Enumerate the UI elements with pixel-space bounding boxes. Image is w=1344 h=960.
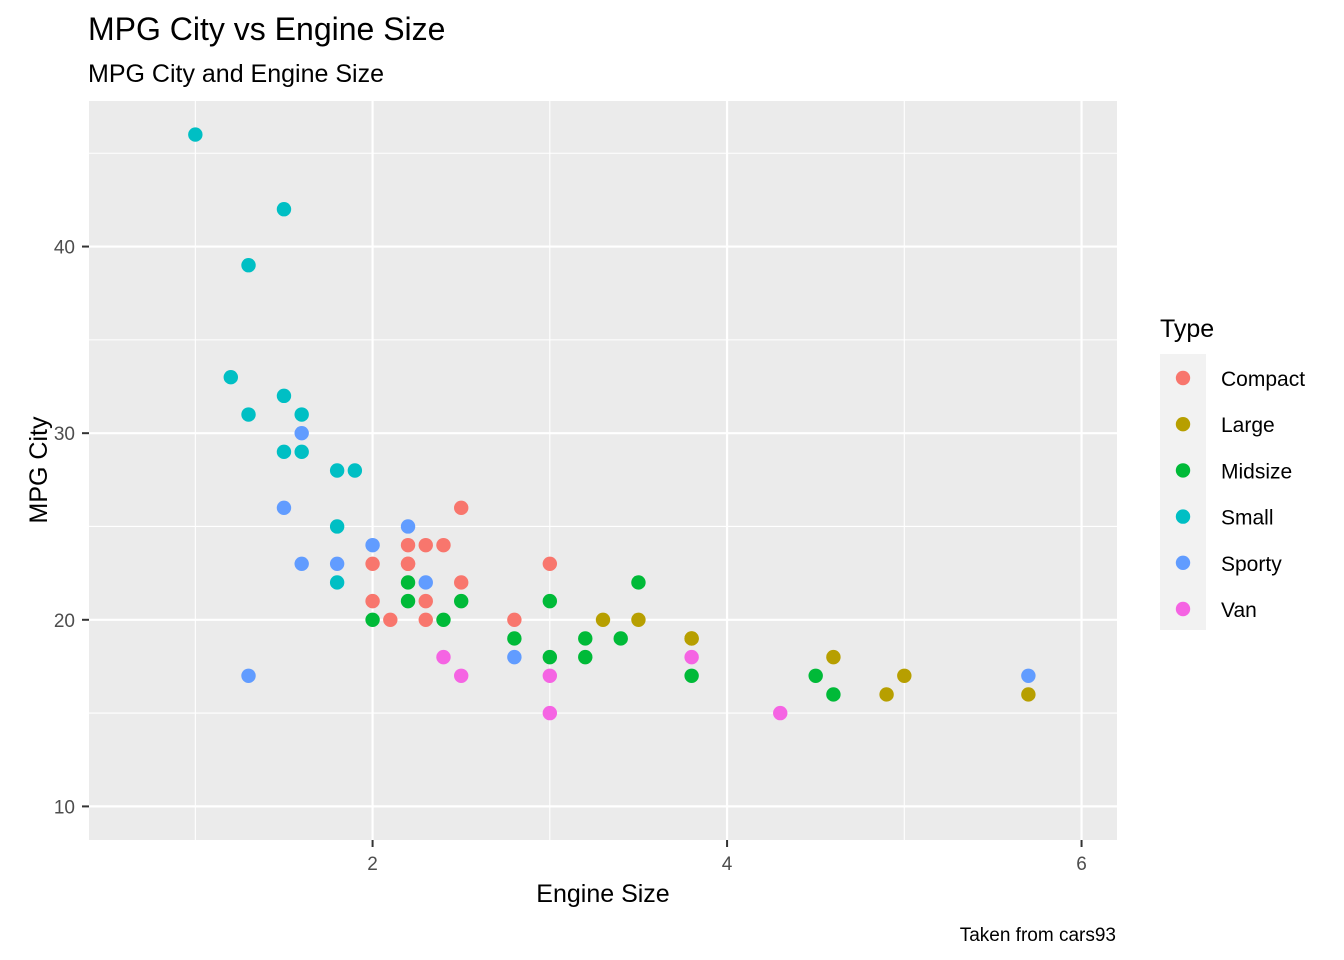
point-van [454,668,469,683]
point-sporty [507,649,522,665]
point-small [294,444,309,460]
x-axis-title: Engine Size [536,880,669,908]
point-midsize [400,575,416,590]
point-compact [400,556,416,572]
point-compact [436,537,451,553]
point-large [826,649,841,665]
point-compact [365,593,380,609]
point-compact [383,612,398,627]
point-midsize [613,631,628,646]
legend-key-background [1160,354,1206,630]
point-sporty [276,500,292,516]
point-midsize [542,649,558,665]
point-large [684,631,699,646]
point-compact [365,556,380,572]
grid-minor [89,101,1117,840]
point-small [223,369,238,385]
point-van [542,705,558,721]
point-van [684,649,699,665]
point-sporty [418,575,433,590]
point-compact [454,575,469,590]
grid-major [89,101,1117,840]
point-midsize [507,631,522,646]
x-tick-label: 4 [722,854,733,875]
point-small [347,463,363,478]
y-tick-label: 30 [54,424,75,445]
point-sporty [365,537,380,553]
point-midsize [578,649,593,665]
point-small [241,258,256,273]
point-small [241,407,256,422]
point-small [329,575,345,590]
legend-label-van: Van [1221,599,1257,622]
point-small [276,444,292,460]
point-small [329,519,345,534]
chart-subtitle: MPG City and Engine Size [88,60,384,88]
y-tick-label: 40 [54,238,75,259]
point-small [294,407,309,422]
y-tick-label: 10 [54,797,75,818]
legend-label-sporty: Sporty [1221,553,1282,576]
point-sporty [400,519,416,534]
legend-key-compact [1175,370,1191,386]
point-compact [454,500,469,516]
point-midsize [454,593,469,609]
point-compact [418,612,433,627]
x-tick-label: 2 [367,854,378,875]
point-compact [507,612,522,627]
point-small [276,388,292,404]
x-tick-label: 6 [1076,854,1087,875]
data-points [188,127,1036,721]
legend-label-large: Large [1221,414,1275,437]
legend: Type Compact Large Midsize Small Sporty Van [1160,315,1305,630]
point-midsize [436,612,451,627]
legend-key-small [1175,509,1191,524]
point-compact [400,537,416,553]
point-large [897,668,912,683]
legend-key-large [1175,417,1191,432]
point-van [773,705,788,721]
point-sporty [1021,668,1036,683]
y-tick-label: 20 [54,611,75,632]
point-midsize [400,593,416,609]
legend-key-sporty [1175,555,1191,570]
point-large [1021,687,1036,702]
point-compact [418,593,433,609]
point-large [879,687,894,702]
point-compact [542,556,558,572]
point-small [276,202,292,217]
point-compact [418,537,433,553]
point-midsize [365,612,380,627]
y-axis-title: MPG City [25,416,53,523]
legend-key-midsize [1175,463,1191,478]
point-sporty [241,668,256,683]
legend-items: Compact Large Midsize Small Sporty Van [1175,368,1305,622]
point-large [595,612,611,627]
plot-panel [89,101,1117,840]
point-sporty [294,556,309,572]
point-van [542,668,558,683]
legend-key-van [1175,601,1191,617]
point-small [329,463,345,478]
point-midsize [684,668,699,683]
point-midsize [542,593,558,609]
legend-title: Type [1160,315,1214,343]
legend-label-midsize: Midsize [1221,460,1292,483]
axes: 2 4 6 10 20 30 40 [54,238,1087,875]
point-small [188,127,203,142]
point-van [436,649,451,665]
point-midsize [808,668,823,683]
point-midsize [578,631,593,646]
chart-title: MPG City vs Engine Size [88,11,445,47]
legend-label-compact: Compact [1221,368,1305,391]
point-sporty [294,425,309,441]
legend-label-small: Small [1221,507,1274,530]
point-sporty [329,556,345,572]
point-midsize [826,687,841,702]
point-large [631,612,646,627]
point-midsize [631,575,646,590]
chart-caption: Taken from cars93 [960,925,1116,946]
